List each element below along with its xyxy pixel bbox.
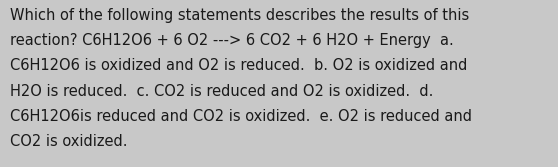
Text: C6H12O6is reduced and CO2 is oxidized.  e. O2 is reduced and: C6H12O6is reduced and CO2 is oxidized. e… bbox=[10, 109, 472, 124]
Text: C6H12O6 is oxidized and O2 is reduced.  b. O2 is oxidized and: C6H12O6 is oxidized and O2 is reduced. b… bbox=[10, 58, 468, 73]
Text: reaction? C6H12O6 + 6 O2 ---> 6 CO2 + 6 H2O + Energy  a.: reaction? C6H12O6 + 6 O2 ---> 6 CO2 + 6 … bbox=[10, 33, 454, 48]
Text: Which of the following statements describes the results of this: Which of the following statements descri… bbox=[10, 8, 469, 23]
Text: CO2 is oxidized.: CO2 is oxidized. bbox=[10, 134, 127, 149]
Text: H2O is reduced.  c. CO2 is reduced and O2 is oxidized.  d.: H2O is reduced. c. CO2 is reduced and O2… bbox=[10, 84, 434, 99]
